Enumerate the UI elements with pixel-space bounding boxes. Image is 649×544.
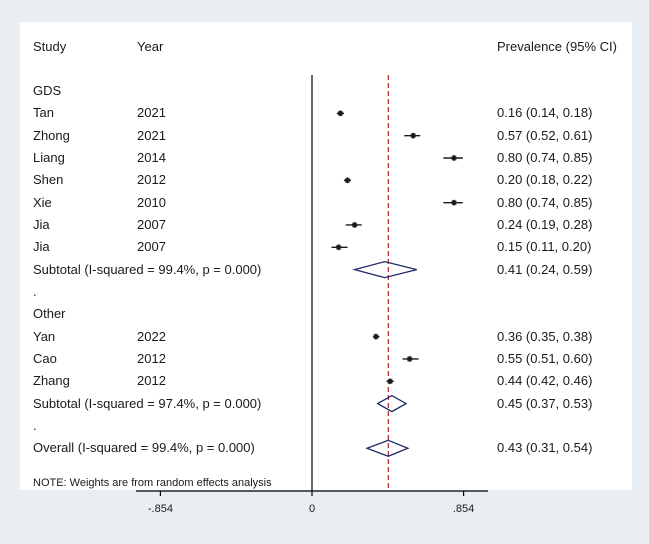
x-tick-label: .854: [452, 503, 475, 515]
subtotal-label: Subtotal (I-squared = 97.4%, p = 0.000): [33, 395, 262, 411]
point-estimate: [450, 199, 458, 206]
study-year: 2022: [137, 328, 166, 344]
study-year: 2021: [137, 127, 166, 143]
subtotal-estimate: 0.41 (0.24, 0.59): [497, 261, 593, 277]
study-year: 2012: [137, 350, 166, 366]
study-estimate: 0.24 (0.19, 0.28): [497, 216, 593, 232]
subtotal-label: Subtotal (I-squared = 99.4%, p = 0.000): [33, 261, 262, 277]
point-estimate: [406, 355, 413, 363]
study-name: Tan: [33, 105, 54, 121]
study-name: Yan: [33, 328, 56, 344]
study-year: 2007: [137, 216, 166, 232]
study-estimate: 0.20 (0.18, 0.22): [497, 172, 593, 188]
point-estimate: [337, 110, 344, 117]
study-name: Liang: [33, 149, 65, 165]
study-estimate: 0.44 (0.42, 0.46): [497, 373, 593, 389]
study-name: Xie: [33, 194, 52, 210]
group-label: GDS: [33, 83, 62, 98]
header-study: Study: [33, 39, 67, 54]
study-name: Cao: [33, 350, 57, 366]
subtotal-diamond: [376, 394, 408, 413]
study-estimate: 0.80 (0.74, 0.85): [497, 149, 593, 165]
study-year: 2012: [137, 172, 166, 188]
overall-label: Overall (I-squared = 99.4%, p = 0.000): [33, 440, 255, 456]
point-estimate: [351, 221, 358, 229]
spacer-dot: .: [33, 283, 37, 299]
point-estimate: [335, 244, 342, 251]
point-estimate: [450, 154, 458, 162]
study-name: Shen: [33, 172, 64, 188]
point-estimate: [386, 378, 394, 385]
overall-diamond: [365, 439, 410, 457]
subtotal-estimate: 0.45 (0.37, 0.53): [497, 395, 593, 411]
study-estimate: 0.55 (0.51, 0.60): [497, 350, 593, 366]
study-year: 2007: [137, 239, 166, 255]
point-estimate: [372, 333, 380, 340]
header-estimate: Prevalence (95% CI): [497, 39, 617, 54]
study-name: Jia: [33, 239, 50, 255]
spacer-dot: .: [33, 417, 37, 433]
x-tick-label: 0: [308, 503, 316, 515]
x-tick-label: -.854: [147, 503, 173, 515]
study-name: Zhang: [33, 373, 70, 389]
study-estimate: 0.16 (0.14, 0.18): [497, 105, 593, 121]
study-year: 2010: [137, 194, 166, 210]
overall-estimate: 0.43 (0.31, 0.54): [497, 440, 593, 456]
plot-area: [20, 22, 632, 490]
point-estimate: [409, 132, 417, 139]
header-year: Year: [137, 39, 164, 54]
study-name: Zhong: [33, 127, 70, 143]
study-estimate: 0.15 (0.11, 0.20): [497, 239, 592, 255]
study-year: 2021: [137, 105, 166, 121]
footnote: NOTE: Weights are from random effects an…: [33, 477, 272, 490]
study-estimate: 0.36 (0.35, 0.38): [497, 328, 593, 344]
subtotal-diamond: [352, 260, 417, 279]
study-year: 2012: [137, 373, 166, 389]
group-label: Other: [33, 306, 66, 322]
point-estimate: [344, 177, 351, 184]
study-estimate: 0.80 (0.74, 0.85): [497, 194, 593, 210]
study-year: 2014: [137, 149, 166, 165]
study-estimate: 0.57 (0.52, 0.61): [497, 127, 593, 143]
study-name: Jia: [33, 216, 50, 232]
